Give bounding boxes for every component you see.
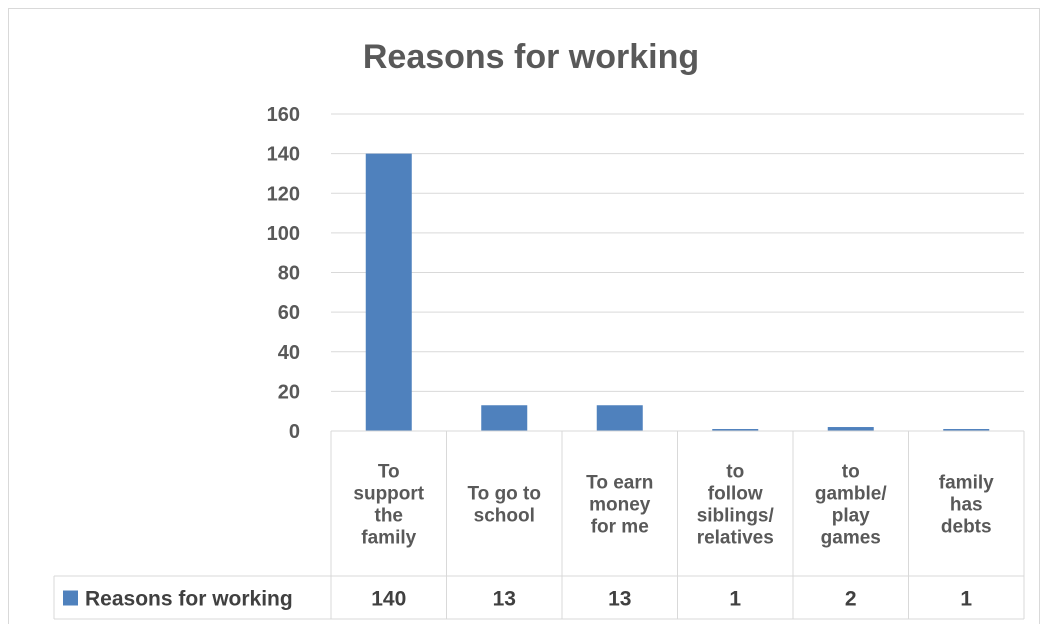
legend-series-name: Reasons for working: [85, 588, 293, 611]
y-axis-ticks: 0 20 40 60 80 100 120 140 160: [267, 104, 300, 443]
gridlines: [331, 113, 1024, 392]
bar: [943, 429, 990, 431]
bar: [481, 405, 528, 431]
y-tick-label: 20: [278, 381, 300, 403]
legend-swatch: [63, 590, 78, 606]
data-value-label: 1: [960, 588, 972, 611]
data-value-label: 1: [729, 588, 741, 611]
chart-title: Reasons for working: [363, 38, 699, 76]
data-value-label: 2: [845, 588, 857, 611]
y-tick-label: 60: [278, 302, 300, 324]
y-tick-label: 80: [278, 263, 300, 285]
category-label: To support the family: [353, 462, 424, 549]
chart-frame: [8, 8, 1040, 624]
data-value-label: 13: [493, 588, 516, 611]
category-label: to gamble/play games: [815, 462, 888, 549]
category-label: family has debts: [939, 473, 994, 538]
category-label: to follow siblings/relatives: [697, 462, 775, 549]
y-tick-label: 0: [289, 421, 300, 443]
data-value-label: 140: [371, 588, 406, 611]
y-tick-label: 160: [267, 104, 300, 126]
bar: [365, 153, 412, 431]
y-tick-label: 140: [267, 144, 300, 166]
bar: [827, 427, 874, 431]
category-label: To go to school: [467, 484, 541, 527]
y-tick-label: 120: [267, 183, 300, 205]
y-tick-label: 100: [267, 223, 300, 245]
bars: [365, 153, 990, 431]
y-tick-label: 40: [278, 342, 300, 364]
bar: [596, 405, 643, 431]
data-table: To support the family To go to school To earn m…: [53, 430, 1025, 620]
data-value-label: 13: [608, 588, 631, 611]
bar: [712, 429, 759, 431]
category-label: To earn money for me: [586, 473, 653, 538]
